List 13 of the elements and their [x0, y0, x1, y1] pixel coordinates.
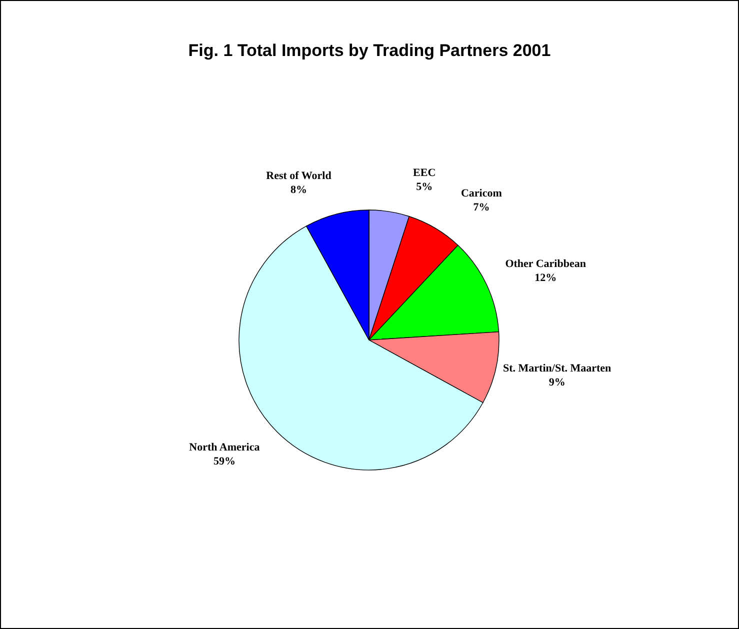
slice-label: Other Caribbean — [505, 258, 586, 270]
slice-label: EEC — [413, 166, 436, 179]
slice-label: Rest of World — [266, 170, 332, 182]
data-label: 7% — [473, 202, 490, 214]
data-label: 5% — [416, 180, 433, 193]
slice-label: Caricom — [460, 188, 502, 200]
data-label: 9% — [548, 376, 566, 388]
data-label: 12% — [534, 272, 557, 284]
slice-label: St. Martin/St. Maarten — [503, 362, 612, 374]
slice-label: North America — [189, 442, 260, 454]
chart-title: Fig. 1 Total Imports by Trading Partners 2001 — [188, 41, 551, 60]
data-label: 59% — [213, 456, 236, 468]
data-label: 8% — [290, 184, 307, 196]
